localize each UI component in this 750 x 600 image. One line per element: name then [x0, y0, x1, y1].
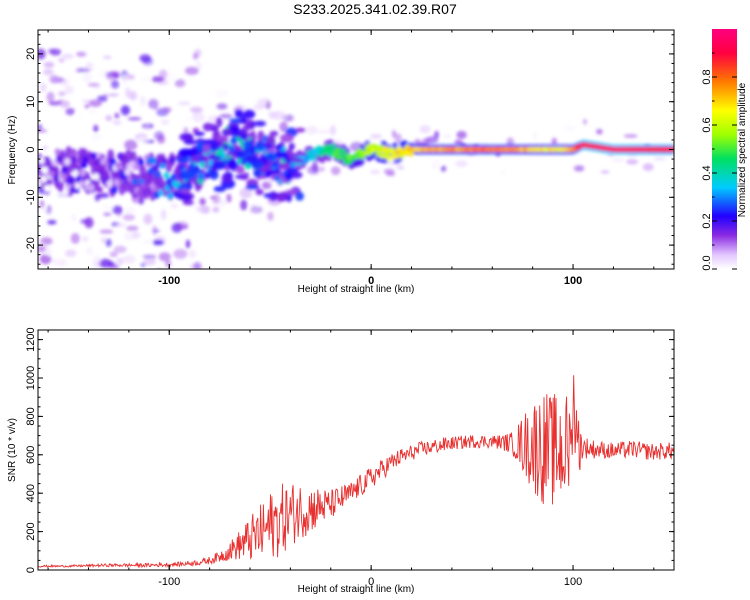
spectrogram-ridge — [38, 109, 674, 206]
snr-xtick-label: 0 — [368, 576, 374, 588]
colorbar-tick-label: 0.2 — [701, 213, 713, 228]
snr-xtick-label: 100 — [564, 576, 582, 588]
snr-ytick-label: 1200 — [25, 327, 37, 351]
snr-ytick-label: 800 — [25, 407, 37, 425]
spectrogram-ytick-label: 10 — [25, 96, 37, 108]
spectrogram-ytick-label: -10 — [25, 189, 37, 205]
colorbar-tick-label: 0.4 — [701, 165, 713, 180]
colorbar-tick-label: 0.8 — [701, 69, 713, 84]
spectrogram-xtick-label: 0 — [368, 275, 374, 287]
snr-ylabel: SNR (10 * v/v) — [7, 418, 18, 482]
snr-series-line — [38, 375, 674, 569]
snr-xtick-label: -100 — [158, 576, 180, 588]
spectrogram-ytick-label: 0 — [25, 146, 37, 152]
spectrogram-xlabel: Height of straight line (km) — [298, 284, 415, 295]
colorbar-ticks: 0.0 0.2 0.4 0.6 0.8 — [701, 52, 737, 271]
spectrogram-ytick-label: 20 — [25, 48, 37, 60]
colorbar-tick-label: 0.6 — [701, 117, 713, 132]
snr-ytick-label: 600 — [25, 446, 37, 464]
snr-ytick-label: 200 — [25, 522, 37, 540]
spectrogram-xtick-label: 100 — [564, 275, 582, 287]
snr-ytick-label: 0 — [25, 567, 37, 573]
spectrogram-heatmap — [38, 48, 674, 269]
spectrogram-ylabel: Frequency (Hz) — [7, 116, 18, 185]
snr-frame — [37, 329, 675, 571]
chart-title: S233.2025.341.02.39.R07 — [293, 1, 457, 17]
colorbar-gradient — [712, 29, 737, 269]
colorbar: 0.0 0.2 0.4 0.6 0.8 Normalized spectral ampl… — [701, 29, 748, 271]
spectrogram-xtick-label: -100 — [158, 275, 180, 287]
snr-ytick-label: 1000 — [25, 366, 37, 390]
snr-ytick-label: 400 — [25, 484, 37, 502]
snr-line-layer — [38, 375, 674, 569]
colorbar-tick-label: 0.0 — [701, 255, 713, 270]
spectrogram-ytick-label: -20 — [25, 237, 37, 253]
colorbar-label: Normalized spectral amplitude — [737, 82, 748, 217]
snr-xlabel: Height of straight line (km) — [298, 584, 415, 595]
